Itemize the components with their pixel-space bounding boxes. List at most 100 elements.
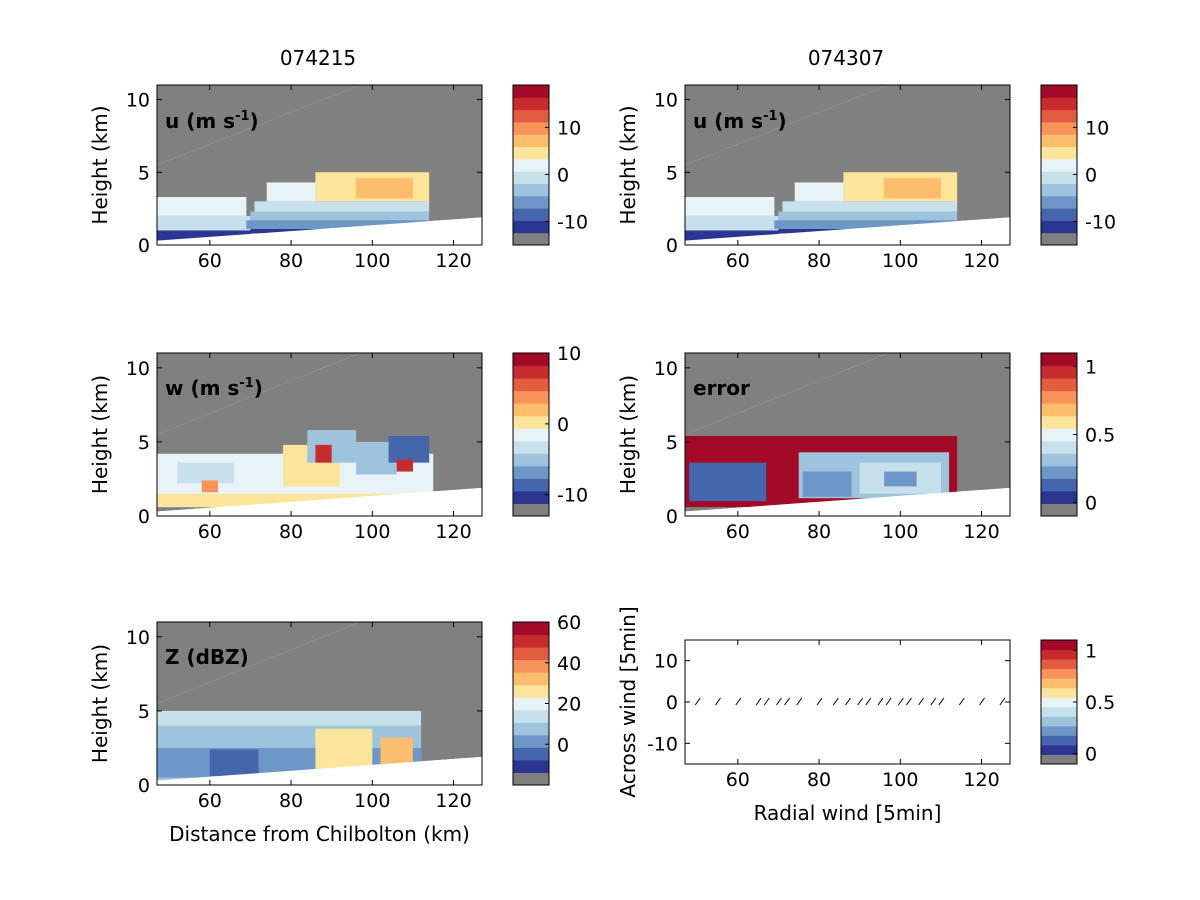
x-tick-label: 80 bbox=[807, 769, 831, 791]
colorbar-swatch bbox=[1041, 659, 1077, 670]
colorbar-swatch bbox=[1041, 754, 1077, 765]
colorbar-swatch bbox=[1041, 725, 1077, 736]
colorbar-swatch bbox=[1041, 687, 1077, 698]
panel-variable-label: error bbox=[693, 376, 750, 400]
y-tick-label: 5 bbox=[666, 162, 678, 184]
label-main: Z (dBZ) bbox=[165, 645, 249, 669]
axes-frame bbox=[684, 352, 1011, 517]
y-tick-label: -10 bbox=[647, 733, 678, 755]
x-tick-label: 120 bbox=[963, 769, 999, 791]
below-ground bbox=[157, 487, 482, 516]
x-tick-label: 100 bbox=[882, 250, 918, 272]
wind-vector bbox=[715, 697, 721, 706]
colorbar-tick-label: 1 bbox=[1085, 640, 1097, 662]
x-tick-label: 60 bbox=[198, 250, 222, 272]
panel-u1: 60 80 100 120 0 5 10 Height (km) u (m s-1) -10 0 10 bbox=[88, 84, 588, 272]
y-tick-label: 5 bbox=[138, 701, 150, 723]
data-cell bbox=[201, 480, 218, 493]
column-title-left: 074215 bbox=[280, 46, 356, 70]
data-cell bbox=[782, 201, 958, 212]
plot-area bbox=[694, 697, 1006, 706]
missing-data-region bbox=[157, 353, 482, 435]
x-tick-label: 80 bbox=[279, 250, 303, 272]
wind-vector bbox=[735, 697, 742, 706]
data-cell bbox=[157, 230, 251, 241]
label-superscript: -1 bbox=[235, 109, 249, 124]
wind-vector bbox=[877, 697, 884, 706]
colorbar-swatch bbox=[1041, 378, 1077, 392]
y-axis-label: Height (km) bbox=[88, 375, 112, 494]
x-tick-label: 60 bbox=[726, 250, 750, 272]
wind-vector bbox=[763, 697, 770, 706]
colorbar-swatch bbox=[1041, 146, 1077, 160]
y-tick-label: 10 bbox=[126, 358, 150, 380]
data-cell bbox=[884, 178, 941, 199]
data-cell bbox=[177, 462, 235, 484]
colorbar-swatch bbox=[513, 747, 549, 761]
colorbar-swatch bbox=[1041, 440, 1077, 454]
colorbar-swatch bbox=[1041, 706, 1077, 717]
x-tick-label: 100 bbox=[354, 790, 390, 812]
data-cell bbox=[250, 211, 430, 221]
panel-w: 60 80 100 120 0 5 10 Height (km) w (m s-1) -10 0 10 bbox=[88, 343, 588, 543]
colorbar-swatch bbox=[1041, 744, 1077, 755]
data-cell bbox=[794, 182, 844, 202]
y-tick-label: 5 bbox=[138, 432, 150, 454]
x-tick-label: 80 bbox=[807, 250, 831, 272]
colorbar-swatch bbox=[513, 403, 549, 417]
colorbar-swatch bbox=[513, 232, 549, 246]
colorbar-err: 00.51 bbox=[1040, 352, 1115, 517]
colorbar-swatch bbox=[513, 390, 549, 404]
colorbar-swatch bbox=[513, 97, 549, 111]
colorbar-swatch bbox=[513, 672, 549, 686]
colorbar-swatch bbox=[1041, 503, 1077, 517]
colorbar-swatch bbox=[1041, 428, 1077, 442]
y-axis-label: Height (km) bbox=[616, 105, 640, 224]
colorbar-tick-label: 10 bbox=[557, 343, 581, 365]
label-main: u (m s bbox=[693, 109, 763, 133]
colorbar-u1: -10 0 10 bbox=[512, 84, 588, 246]
colorbar-swatch bbox=[513, 759, 549, 773]
colorbar-swatch bbox=[513, 647, 549, 661]
label-main: u (m s bbox=[165, 109, 235, 133]
plot-area bbox=[685, 85, 1010, 245]
data-cell bbox=[685, 215, 779, 231]
colorbar-tick-label: 60 bbox=[557, 612, 581, 634]
colorbar-swatch bbox=[513, 353, 549, 367]
data-cell bbox=[685, 197, 775, 216]
below-ground bbox=[685, 217, 1010, 245]
colorbar-swatch bbox=[513, 722, 549, 736]
colorbar-swatch bbox=[1041, 390, 1077, 404]
colorbar-swatch bbox=[513, 121, 549, 135]
x-tick-label: 120 bbox=[963, 250, 999, 272]
wind-vector bbox=[885, 697, 892, 706]
data-cell bbox=[774, 220, 958, 229]
colorbar-swatch bbox=[513, 415, 549, 429]
colorbar-swatch bbox=[1041, 649, 1077, 660]
missing-data-region bbox=[685, 85, 1010, 165]
colorbar-swatch bbox=[513, 503, 549, 517]
colorbar-swatch bbox=[513, 478, 549, 492]
colorbar-tick-label: 0 bbox=[1085, 164, 1097, 186]
colorbar-tick-label: -10 bbox=[557, 485, 588, 507]
label-superscript: -1 bbox=[239, 376, 253, 391]
colorbar-swatch bbox=[1041, 158, 1077, 172]
data-cell bbox=[315, 444, 332, 463]
label-tail: ) bbox=[250, 109, 259, 133]
colorbar-tick-label: 10 bbox=[1085, 117, 1109, 139]
colorbar-swatch bbox=[1041, 640, 1077, 651]
colorbar-swatch bbox=[513, 146, 549, 160]
colorbar-swatch bbox=[513, 378, 549, 392]
wind-vector bbox=[979, 697, 985, 706]
data-cell bbox=[254, 201, 430, 212]
colorbar-tick-label: 1 bbox=[1085, 357, 1097, 379]
below-ground bbox=[157, 217, 482, 245]
x-tick-label: 120 bbox=[435, 790, 471, 812]
x-tick-label: 80 bbox=[807, 521, 831, 543]
colorbar-swatch bbox=[1041, 195, 1077, 209]
colorbar-swatch bbox=[1041, 697, 1077, 708]
colorbar-tick-label: 0.5 bbox=[1085, 692, 1115, 714]
x-axis-label: Radial wind [5min] bbox=[754, 801, 942, 825]
colorbar-swatch bbox=[1041, 716, 1077, 727]
colorbar-swatch bbox=[1041, 232, 1077, 246]
